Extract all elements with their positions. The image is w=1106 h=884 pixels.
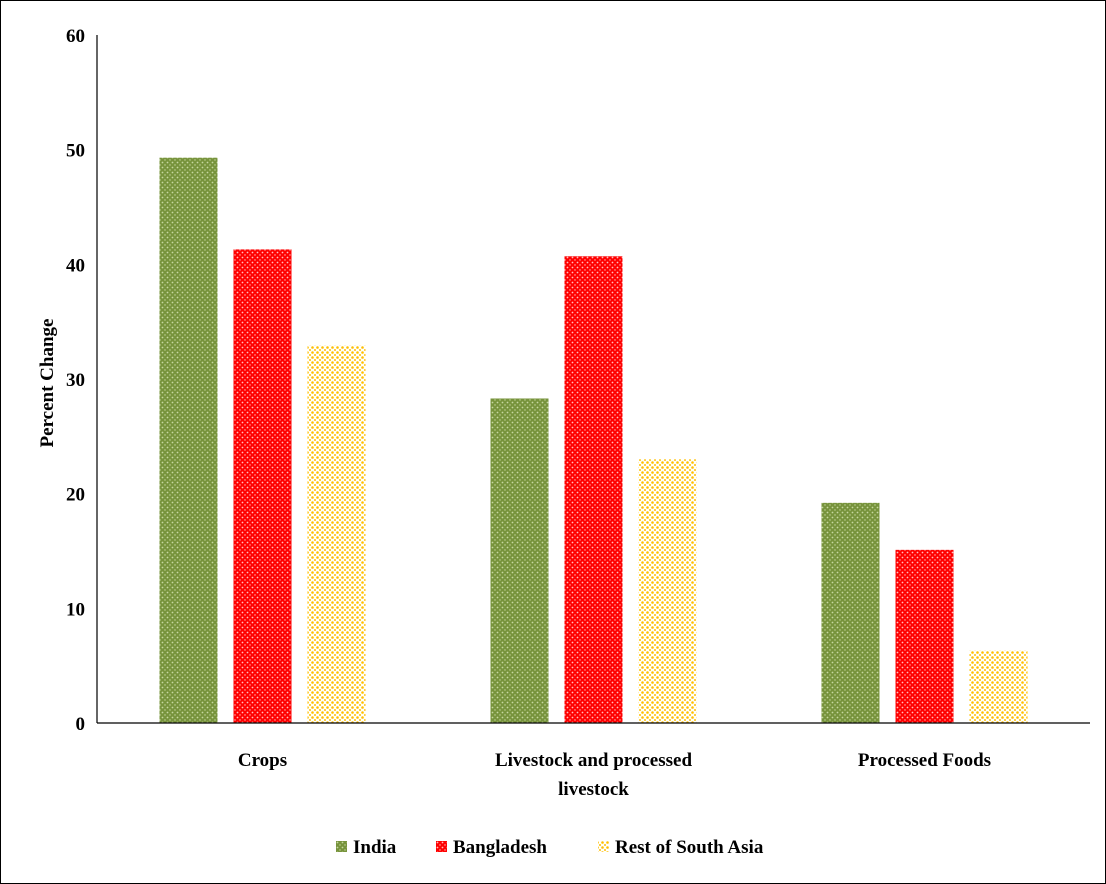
legend-swatch-bangladesh	[436, 841, 447, 852]
x-tick-label: Crops	[238, 750, 287, 771]
y-tick-label: 0	[76, 714, 86, 735]
y-tick-label: 20	[66, 485, 85, 506]
y-tick-label: 30	[66, 370, 85, 391]
x-tick-label: Livestock and processed	[495, 750, 692, 771]
y-tick-label: 10	[66, 599, 85, 620]
bar-rest-of-south-asia-1	[638, 459, 697, 723]
bar-rest-of-south-asia-0	[307, 345, 366, 723]
x-tick-label: livestock	[558, 779, 629, 800]
x-tick-label: Processed Foods	[858, 750, 991, 771]
legend-swatch-rest-of-south-asia	[598, 841, 609, 852]
legend-swatch-india	[336, 841, 347, 852]
y-tick-label: 40	[66, 255, 85, 276]
y-tick-label: 60	[66, 26, 85, 47]
bars	[159, 157, 1028, 723]
y-tick-label: 50	[66, 141, 85, 162]
legend-label: India	[353, 837, 397, 858]
bar-bangladesh-1	[564, 256, 623, 723]
bar-india-0	[159, 157, 218, 723]
bar-india-2	[821, 502, 880, 723]
bar-bangladesh-2	[895, 549, 954, 723]
legend-label: Bangladesh	[453, 837, 547, 858]
bar-rest-of-south-asia-2	[969, 650, 1028, 723]
y-axis-label: Percent Change	[37, 319, 58, 448]
y-axis: 0 10 20 30 40 50 60	[66, 26, 85, 735]
legend: India Bangladesh Rest of South Asia	[336, 837, 764, 858]
bar-bangladesh-0	[233, 249, 292, 723]
legend-label: Rest of South Asia	[615, 837, 764, 858]
x-axis-category-labels: Crops Livestock and processed livestock Pro…	[238, 750, 991, 800]
bar-india-1	[490, 398, 549, 723]
